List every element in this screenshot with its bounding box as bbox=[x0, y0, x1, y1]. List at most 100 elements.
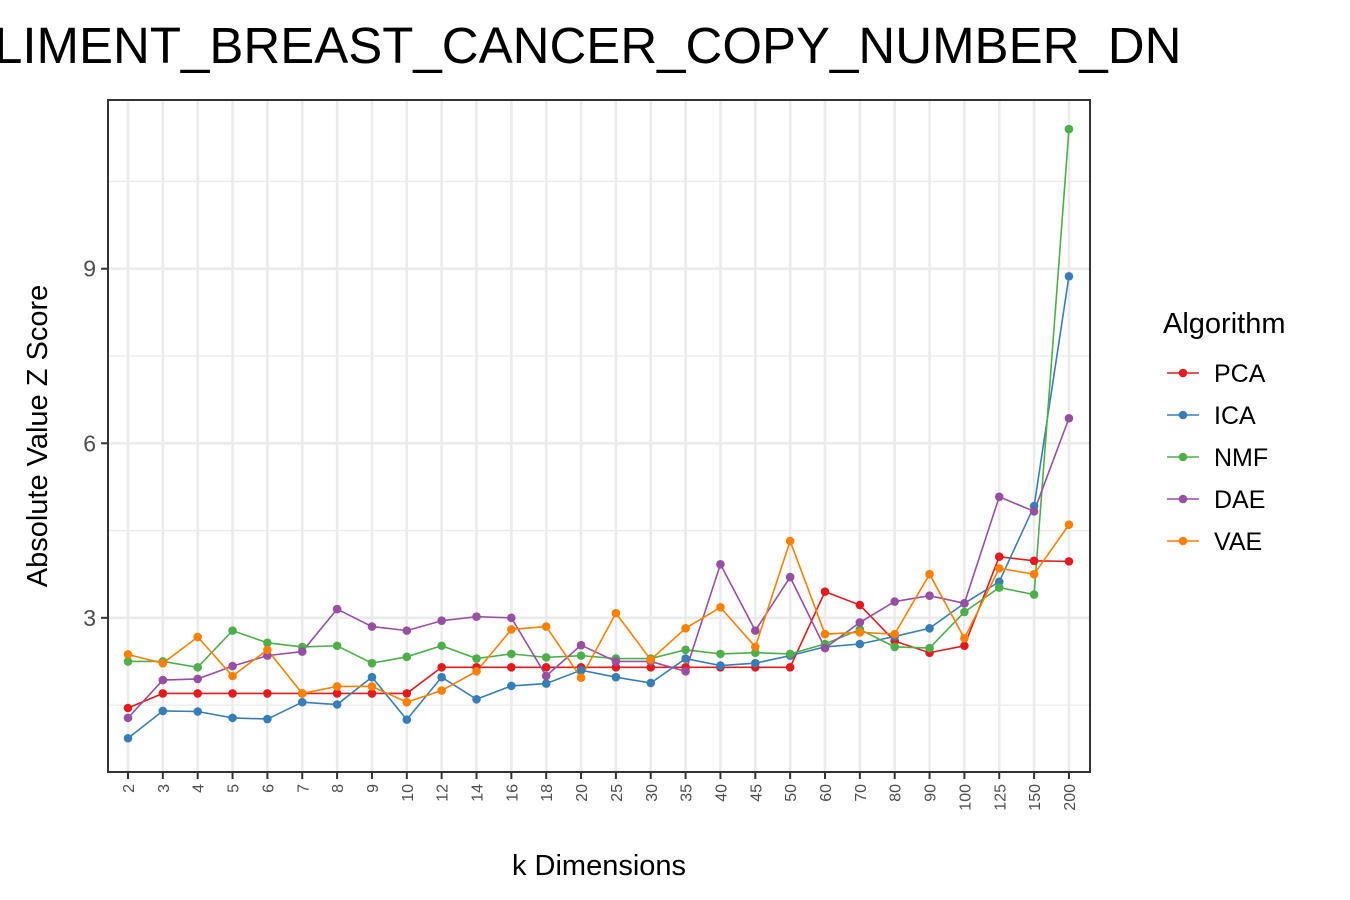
x-tick-label: 9 bbox=[365, 784, 382, 793]
data-point-dae bbox=[228, 661, 237, 671]
data-point-vae bbox=[820, 629, 830, 639]
data-point-nmf bbox=[925, 643, 934, 653]
x-tick-label: 125 bbox=[992, 784, 1009, 811]
data-point-vae bbox=[437, 686, 446, 695]
data-point-pca bbox=[402, 689, 412, 698]
panel-border bbox=[107, 99, 1091, 773]
data-point-nmf bbox=[123, 657, 133, 666]
data-point-dae bbox=[402, 626, 412, 635]
legend-key-point bbox=[1178, 536, 1188, 546]
data-point-dae bbox=[820, 643, 830, 653]
x-tick-label: 80 bbox=[888, 784, 905, 802]
data-point-dae bbox=[960, 598, 969, 608]
data-point-ica bbox=[263, 714, 272, 724]
data-point-vae bbox=[541, 622, 551, 631]
legend-label: PCA bbox=[1214, 360, 1266, 388]
data-point-vae bbox=[507, 625, 516, 634]
data-point-vae bbox=[576, 673, 586, 683]
x-tick-label: 30 bbox=[644, 784, 661, 802]
data-point-vae bbox=[123, 650, 133, 659]
legend-key-point bbox=[1178, 410, 1188, 420]
x-tick-label: 200 bbox=[1062, 784, 1079, 811]
data-point-vae bbox=[855, 628, 865, 637]
data-point-ica bbox=[751, 658, 760, 668]
data-point-pca bbox=[855, 600, 865, 610]
data-point-nmf bbox=[367, 658, 377, 668]
data-point-vae bbox=[297, 689, 307, 698]
data-point-dae bbox=[541, 671, 551, 681]
data-point-dae bbox=[925, 591, 934, 601]
data-point-vae bbox=[367, 682, 377, 691]
x-tick-label: 16 bbox=[504, 784, 521, 802]
data-point-nmf bbox=[228, 626, 237, 635]
x-tick-label: 20 bbox=[574, 784, 591, 802]
data-point-ica bbox=[472, 694, 481, 704]
series-line-dae bbox=[127, 417, 1070, 719]
data-point-dae bbox=[611, 657, 621, 666]
data-point-nmf bbox=[193, 662, 202, 672]
legend-label: DAE bbox=[1214, 486, 1265, 514]
x-tick-label: 7 bbox=[295, 784, 312, 793]
legend-key-point bbox=[1178, 368, 1188, 378]
data-point-pca bbox=[367, 689, 377, 698]
x-tick-label: 70 bbox=[853, 784, 870, 802]
x-tick-label: 18 bbox=[539, 784, 556, 802]
data-point-vae bbox=[925, 569, 934, 579]
data-point-ica bbox=[158, 706, 168, 716]
y-tick-label: 9 bbox=[83, 256, 96, 282]
x-tick-label: 4 bbox=[191, 784, 208, 793]
data-point-ica bbox=[297, 697, 307, 707]
legend-item-pca: PCA bbox=[1167, 360, 1266, 388]
x-tick-label: 50 bbox=[783, 784, 800, 802]
data-point-pca bbox=[820, 587, 830, 596]
series-line-pca bbox=[127, 555, 1069, 709]
x-tick-label: 25 bbox=[609, 784, 626, 802]
legend-key-point bbox=[1178, 494, 1188, 504]
data-point-nmf bbox=[332, 641, 342, 651]
data-point-vae bbox=[263, 645, 272, 655]
data-point-dae bbox=[367, 622, 377, 631]
y-axis-title: Absolute Value Z Score bbox=[22, 285, 54, 588]
x-tick-label: 6 bbox=[260, 784, 277, 793]
data-point-dae bbox=[1064, 413, 1074, 423]
legend-title: Algorithm bbox=[1163, 308, 1286, 340]
data-point-dae bbox=[890, 597, 899, 606]
data-point-vae bbox=[228, 671, 237, 681]
data-point-vae bbox=[960, 633, 969, 643]
data-point-pca bbox=[1064, 557, 1074, 566]
data-point-nmf bbox=[994, 583, 1004, 592]
data-point-dae bbox=[297, 647, 307, 656]
data-point-nmf bbox=[541, 653, 551, 662]
data-point-vae bbox=[890, 629, 899, 639]
x-axis-title: k Dimensions bbox=[512, 850, 686, 882]
data-point-vae bbox=[402, 697, 412, 707]
data-point-dae bbox=[123, 713, 133, 723]
x-tick-label: 5 bbox=[226, 784, 243, 793]
data-point-ica bbox=[437, 672, 446, 682]
legend-label: ICA bbox=[1214, 402, 1256, 430]
data-point-dae bbox=[437, 616, 446, 626]
data-point-vae bbox=[785, 536, 795, 546]
x-tick-label: 3 bbox=[156, 784, 173, 793]
data-point-ica bbox=[123, 733, 133, 743]
data-point-pca bbox=[541, 662, 551, 672]
data-point-ica bbox=[646, 678, 656, 688]
data-point-pca bbox=[785, 662, 795, 672]
series-line-ica bbox=[127, 276, 1070, 739]
data-point-dae bbox=[576, 640, 586, 650]
data-point-ica bbox=[193, 707, 202, 716]
data-point-vae bbox=[994, 564, 1004, 573]
data-point-vae bbox=[681, 623, 690, 633]
data-point-ica bbox=[332, 700, 342, 709]
x-tick-label: 8 bbox=[330, 784, 347, 793]
legend-items: PCA ICA NMF DAE VAE bbox=[1167, 360, 1268, 556]
x-tick-label: 60 bbox=[818, 784, 835, 802]
data-point-vae bbox=[751, 642, 760, 652]
data-point-nmf bbox=[507, 649, 516, 659]
x-tick-label: 12 bbox=[435, 784, 452, 802]
data-point-dae bbox=[751, 626, 760, 635]
data-point-ica bbox=[402, 715, 412, 724]
legend-label: VAE bbox=[1214, 528, 1262, 556]
data-point-pca bbox=[123, 703, 133, 713]
